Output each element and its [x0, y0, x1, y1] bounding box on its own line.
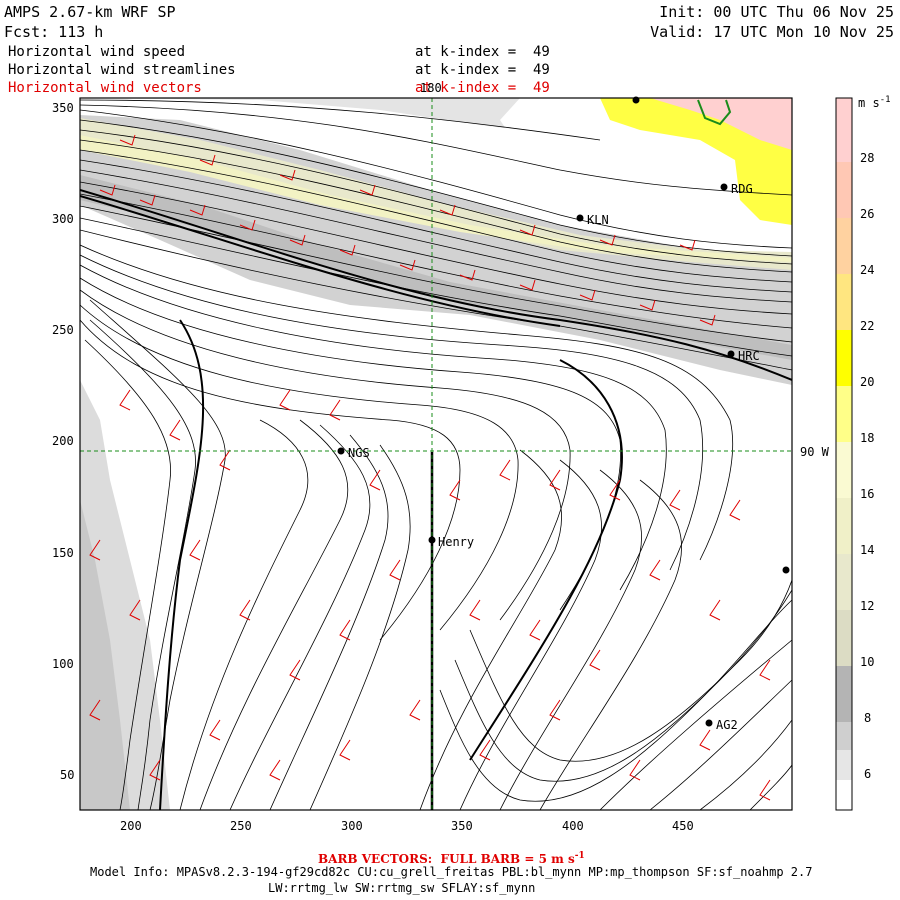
- swatch-7: [836, 442, 852, 498]
- station-label-hrc: HRC: [738, 349, 760, 363]
- swatch-5: [836, 554, 852, 610]
- model-info-line-2: LW:rrtmg_lw SW:rrtmg_sw SFLAY:sf_mynn: [268, 881, 536, 895]
- station-label-rdg: RDG: [731, 182, 753, 196]
- swatch-8: [836, 386, 852, 442]
- valid-time: Valid: 17 UTC Mon 10 Nov 25: [650, 23, 894, 41]
- field-level-vectors: at k-index = 49: [415, 80, 550, 96]
- colorbar-label-18: 18: [860, 431, 875, 445]
- field-level-streamlines: at k-index = 49: [415, 62, 550, 78]
- swatch-10: [836, 274, 852, 330]
- colorbar-swatches: [835, 97, 853, 811]
- field-name-wind-speed: Horizontal wind speed: [8, 44, 186, 60]
- swatch-11: [836, 218, 852, 274]
- model-info-line-1: Model Info: MPASv8.2.3-194-gf29cd82c CU:…: [90, 865, 813, 879]
- station-label-ag2: AG2: [716, 718, 738, 732]
- lon-label-180: 180: [420, 81, 442, 95]
- station-label-henry: Henry: [438, 535, 475, 549]
- colorbar-label-26: 26: [860, 207, 875, 221]
- x-tick-350: 350: [451, 819, 473, 833]
- pink-max-speed: [650, 98, 792, 150]
- swatch-0: [836, 780, 852, 810]
- station-label-ngs: NGS: [348, 446, 370, 460]
- y-tick-200: 200: [52, 434, 74, 448]
- field-name-vectors: Horizontal wind vectors: [8, 80, 202, 96]
- station-dot-henry: [428, 536, 436, 544]
- y-tick-150: 150: [52, 546, 74, 560]
- colorbar-label-12: 12: [860, 599, 875, 613]
- colorbar-frame: [835, 97, 853, 811]
- colorbar-label-14: 14: [860, 543, 875, 557]
- colorbar-label-28: 28: [860, 151, 875, 165]
- streamlines-bold: [80, 189, 792, 810]
- y-tick-250: 250: [52, 323, 74, 337]
- init-time: Init: 00 UTC Thu 06 Nov 25: [659, 3, 894, 21]
- x-tick-450: 450: [672, 819, 694, 833]
- swatch-3: [836, 666, 852, 722]
- lat-label-90w: 90 W: [800, 445, 829, 459]
- colorbar-label-6: 6: [864, 767, 872, 781]
- y-tick-50: 50: [60, 768, 75, 782]
- y-tick-350: 350: [52, 101, 74, 115]
- swatch-13: [836, 98, 852, 162]
- x-tick-400: 400: [562, 819, 584, 833]
- station-label-kln: KLN: [587, 213, 609, 227]
- x-tick-250: 250: [230, 819, 252, 833]
- green-contour: [697, 99, 732, 126]
- barb-note: BARB VECTORS: FULL BARB = 5 m s-1: [318, 851, 585, 866]
- forecast-hour: Fcst: 113 h: [4, 23, 104, 41]
- wind-speed-band-left-inner: [80, 500, 130, 810]
- colorbar-unit: m s-1: [858, 95, 891, 110]
- colorbar-label-22: 22: [860, 319, 875, 333]
- field-name-streamlines: Horizontal wind streamlines: [8, 62, 236, 78]
- colorbar-label-24: 24: [860, 263, 875, 277]
- map-panel: [80, 98, 792, 810]
- station-dot-rdg: [720, 183, 728, 191]
- swatch-12: [836, 162, 852, 218]
- colorbar-label-10: 10: [860, 655, 875, 669]
- station-dot-kln: [576, 214, 584, 222]
- swatch-4: [836, 610, 852, 666]
- swatch-2: [836, 722, 852, 750]
- y-tick-100: 100: [52, 657, 74, 671]
- station-dot-ag2: [705, 719, 713, 727]
- swatch-1: [836, 750, 852, 780]
- swatch-6: [836, 498, 852, 554]
- map-frame: [79, 97, 793, 811]
- wind-speed-band-pale: [80, 118, 792, 270]
- colorbar-label-16: 16: [860, 487, 875, 501]
- streamlines: [80, 99, 792, 810]
- station-dot-ngs: [337, 447, 345, 455]
- wind-speed-band-inner: [80, 175, 792, 360]
- x-tick-300: 300: [341, 819, 363, 833]
- field-level-wind-speed: at k-index = 49: [415, 44, 550, 60]
- station-dot-hrc: [727, 350, 735, 358]
- station-dot-edge: [782, 566, 790, 574]
- y-tick-300: 300: [52, 212, 74, 226]
- colorbar-label-20: 20: [860, 375, 875, 389]
- wind-barbs: [89, 134, 771, 801]
- x-tick-200: 200: [120, 819, 142, 833]
- colorbar-label-8: 8: [864, 711, 872, 725]
- map-title: AMPS 2.67-km WRF SP: [4, 3, 176, 21]
- swatch-9: [836, 330, 852, 386]
